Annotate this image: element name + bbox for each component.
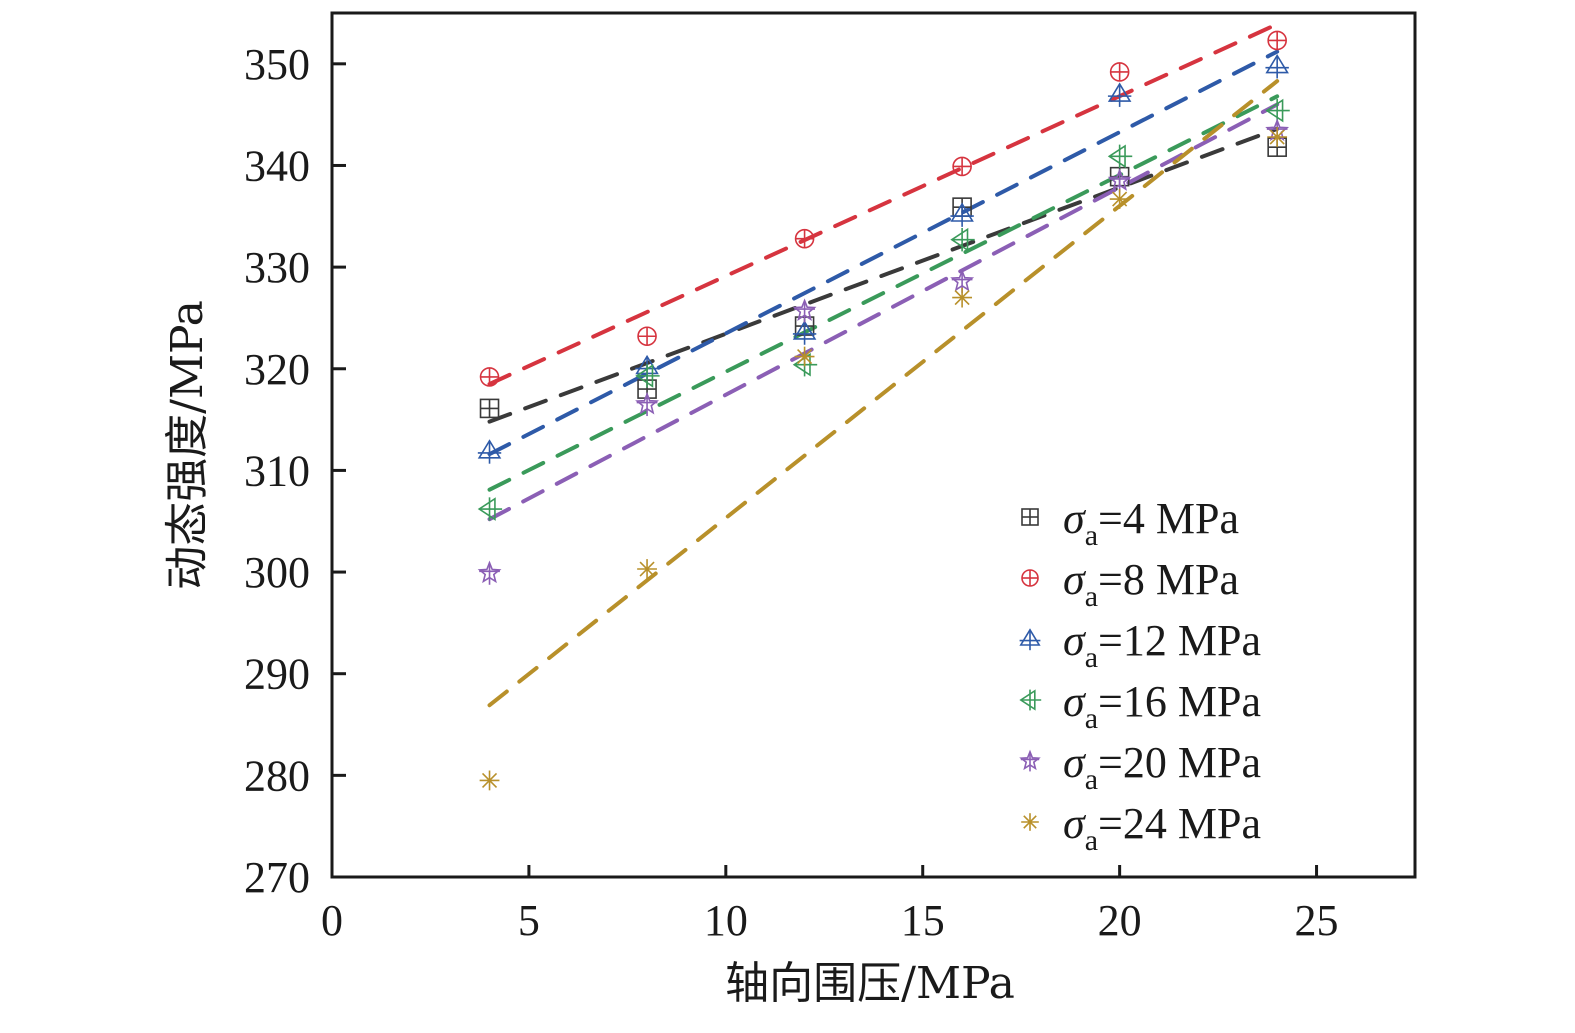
y-tick-label: 290	[244, 650, 310, 699]
y-tick-label: 300	[244, 548, 310, 597]
data-point	[1107, 82, 1132, 107]
data-point	[477, 560, 502, 585]
y-axis-title: 动态强度/MPa	[162, 300, 213, 590]
data-point	[792, 298, 817, 323]
data-point	[792, 320, 817, 345]
x-tick-label: 0	[321, 896, 343, 945]
legend-label: σa=24 MPa	[1063, 799, 1261, 857]
data-point	[950, 202, 974, 227]
y-tick-label: 340	[244, 141, 310, 190]
legend-item: σa=20 MPa	[1019, 738, 1261, 796]
legend-marker	[1021, 508, 1039, 526]
legend-item: σa=8 MPa	[1021, 555, 1239, 613]
plot-frame	[330, 11, 1417, 879]
data-point	[952, 287, 973, 308]
x-axis: 0 5 10 15 20 25	[321, 865, 1339, 945]
x-axis-title: 轴向围压/MPa	[725, 958, 1015, 1009]
data-point	[477, 497, 503, 521]
data-point	[635, 364, 660, 388]
x-tick-label: 15	[901, 896, 945, 945]
y-tick-label: 330	[244, 243, 310, 292]
data-point	[477, 439, 502, 464]
x-tick-label: 20	[1098, 896, 1142, 945]
data-point	[1265, 98, 1290, 123]
data-point	[1267, 127, 1288, 147]
fit-line	[487, 126, 1280, 424]
legend-label: σa=4 MPa	[1063, 494, 1239, 552]
legend-marker	[1019, 628, 1041, 651]
data-point	[637, 559, 657, 579]
legend-item: σa=16 MPa	[1019, 677, 1261, 735]
legend-marker	[1019, 749, 1041, 772]
data-point	[479, 367, 500, 387]
y-tick-label: 310	[244, 446, 310, 495]
legend-marker	[1019, 689, 1042, 711]
data-point	[1109, 62, 1130, 82]
y-tick-label: 270	[244, 853, 310, 902]
data-point	[794, 228, 815, 249]
y-tick-label: 350	[244, 40, 310, 89]
data-point	[1107, 168, 1132, 193]
data-point	[1265, 53, 1289, 79]
data-point	[1267, 30, 1287, 51]
fit-line	[487, 79, 1280, 708]
data-point	[635, 391, 659, 417]
legend-marker	[1021, 569, 1039, 587]
data-point	[1109, 189, 1130, 209]
data-point	[952, 156, 972, 177]
y-axis: 270 280 290 300 310 320 330 340 350	[244, 40, 346, 902]
fit-line	[487, 49, 1280, 457]
legend-item: σa=4 MPa	[1021, 494, 1239, 552]
legend-item: σa=24 MPa	[1021, 799, 1261, 857]
y-tick-label: 280	[244, 751, 310, 800]
x-tick-label: 5	[518, 896, 540, 945]
fit-line	[487, 94, 1280, 492]
data-point	[479, 770, 500, 791]
data-point	[950, 227, 975, 252]
legend-marker	[1021, 813, 1039, 831]
fit-line	[487, 102, 1280, 522]
data-point	[1107, 144, 1133, 169]
fit-lines	[487, 22, 1280, 708]
data-point	[637, 326, 657, 347]
x-tick-label: 25	[1295, 896, 1339, 945]
legend-label: σa=20 MPa	[1063, 738, 1261, 796]
legend-label: σa=16 MPa	[1063, 677, 1261, 735]
data-markers	[477, 30, 1290, 791]
legend-label: σa=12 MPa	[1063, 616, 1261, 674]
legend-item: σa=12 MPa	[1019, 616, 1261, 674]
fit-line	[487, 22, 1280, 387]
data-point	[479, 398, 500, 419]
y-tick-label: 320	[244, 345, 310, 394]
legend-label: σa=8 MPa	[1063, 555, 1239, 613]
data-point	[794, 346, 815, 367]
x-tick-label: 10	[704, 896, 748, 945]
